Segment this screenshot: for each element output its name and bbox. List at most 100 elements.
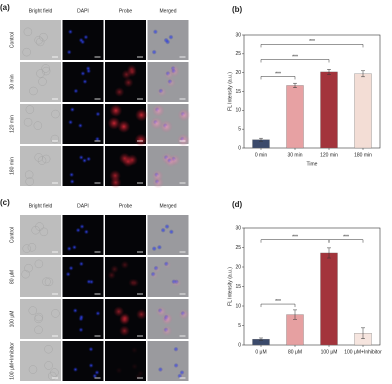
row-label: 180 min	[9, 157, 15, 175]
y-tick-label: 30	[235, 32, 241, 38]
probe-signal	[131, 346, 138, 354]
error-bar	[361, 327, 365, 340]
x-tick-label: 100 μM	[321, 349, 338, 355]
y-tick-label: 10	[235, 108, 241, 114]
nucleus	[152, 29, 158, 35]
significance-label: ***	[292, 235, 298, 241]
y-tick-label: 30	[235, 225, 241, 231]
nucleus	[72, 367, 78, 373]
probe-signal	[177, 108, 191, 122]
micrograph	[20, 146, 61, 186]
nucleus	[68, 265, 74, 271]
y-tick-label: 5	[238, 126, 241, 132]
nucleus	[78, 261, 84, 267]
nucleus	[163, 37, 169, 43]
nucleus	[66, 49, 72, 55]
x-tick-label: 0 μM	[255, 349, 266, 355]
error-bar	[293, 309, 297, 320]
y-tick-label: 0	[238, 342, 241, 348]
y-tick-label: 15	[235, 284, 241, 290]
cell-outline	[35, 222, 44, 231]
nucleus	[88, 346, 94, 352]
cell-outline	[22, 47, 31, 57]
y-tick-label: 25	[235, 245, 241, 251]
y-tick-label: 10	[235, 303, 241, 309]
nucleus	[86, 279, 92, 285]
probe-signal	[151, 169, 164, 182]
probe-signal	[179, 370, 187, 377]
error-bar	[293, 82, 297, 88]
error-bar	[259, 137, 263, 142]
probe-signal	[150, 116, 163, 130]
cell-outline	[23, 27, 33, 37]
micrograph	[20, 104, 61, 144]
nucleus	[78, 314, 84, 320]
probe-signal	[114, 87, 125, 98]
nucleus	[88, 362, 94, 368]
cell-outline	[48, 371, 57, 381]
probe-signal	[109, 169, 121, 182]
cell-outline	[21, 269, 30, 279]
probe-signal	[151, 104, 165, 118]
nucleus	[78, 154, 84, 160]
nucleus	[160, 227, 166, 233]
probe-signal	[159, 120, 173, 134]
x-tick-label: 30 min	[287, 152, 302, 158]
nucleus	[151, 246, 157, 252]
nucleus	[69, 179, 75, 185]
column-header: DAPI	[77, 203, 89, 209]
probe-signal	[178, 308, 190, 320]
significance-bracket	[328, 239, 364, 243]
nucleus	[82, 79, 88, 85]
cell-outline	[50, 368, 59, 377]
probe-signal	[173, 346, 181, 354]
row-label: 30 min	[9, 74, 15, 89]
nucleus	[78, 37, 84, 43]
cell-outline	[36, 69, 45, 78]
nucleus	[68, 119, 74, 125]
probe-signal	[173, 363, 181, 370]
nucleus	[65, 271, 71, 277]
probe-signal	[161, 325, 173, 337]
row-label: 120 min	[9, 115, 15, 133]
micrograph	[105, 20, 146, 60]
probe-signal	[136, 308, 147, 320]
nucleus	[79, 224, 85, 230]
cell-outline	[37, 156, 47, 165]
probe-signal	[109, 104, 123, 118]
plot-frame	[243, 227, 381, 346]
x-tick-label: 120 min	[320, 152, 338, 158]
significance-label: ***	[275, 299, 281, 305]
nucleus	[86, 156, 92, 162]
x-tick-label: 0 min	[255, 152, 267, 158]
cell-outline	[42, 277, 51, 286]
column-header: Merged	[160, 8, 177, 14]
probe-signal	[169, 67, 180, 78]
nucleus	[86, 68, 92, 74]
significance-label: ***	[275, 71, 281, 77]
cell-outline	[22, 244, 31, 253]
cell-outline	[34, 35, 43, 45]
nucleus	[156, 244, 162, 250]
micrograph	[20, 341, 61, 381]
cell-outline	[41, 154, 51, 164]
significance-bracket	[260, 303, 296, 308]
probe-signal	[165, 77, 176, 88]
error-bar	[327, 247, 331, 259]
nucleus	[66, 246, 72, 252]
probe-signal	[128, 278, 137, 287]
bar	[286, 85, 304, 149]
cell-outline	[50, 134, 60, 144]
probe-signal	[164, 155, 177, 168]
nucleus	[72, 308, 78, 314]
nucleus	[69, 172, 75, 178]
significance-bracket	[260, 44, 364, 48]
nucleus	[67, 29, 73, 35]
x-tick-label: 80 μM	[288, 349, 302, 355]
error-bar	[259, 337, 263, 341]
column-header: DAPI	[77, 8, 89, 14]
cell-outline	[34, 259, 44, 269]
probe-signal	[117, 120, 131, 134]
cell-outline	[25, 177, 34, 186]
nucleus	[168, 229, 174, 235]
